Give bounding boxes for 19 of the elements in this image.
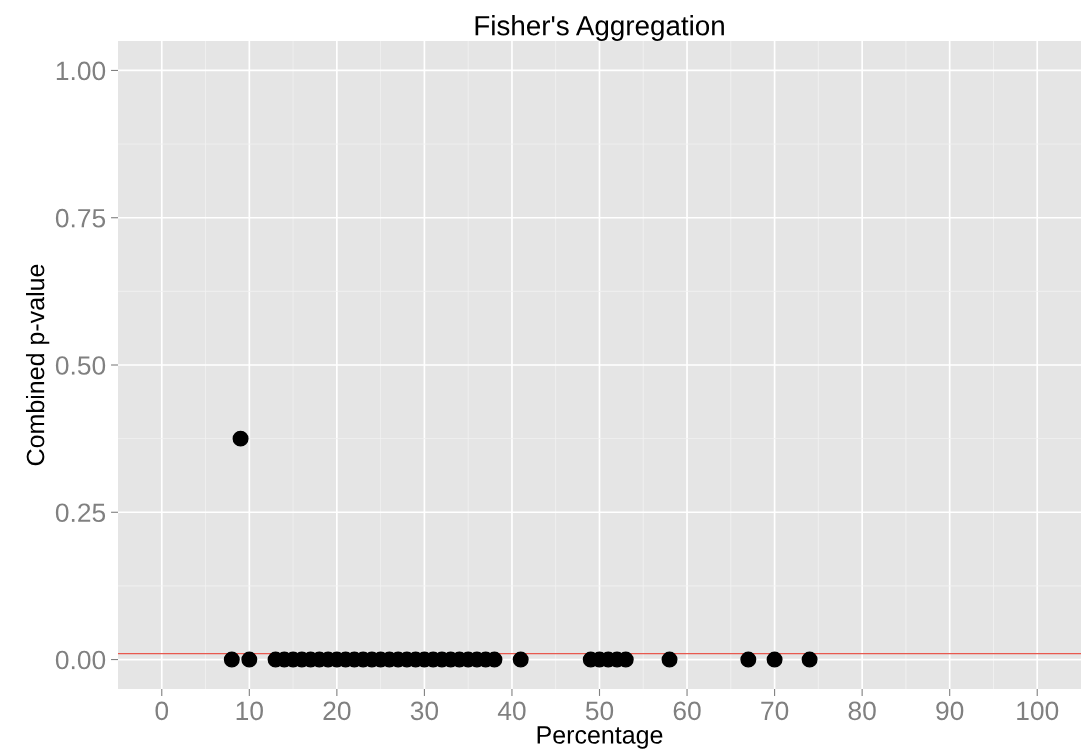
x-tick-label: 50 xyxy=(585,701,614,721)
x-tick-label: 100 xyxy=(1017,701,1059,721)
x-tick-label: 60 xyxy=(673,701,701,721)
x-tick-label: 10 xyxy=(236,701,263,721)
y-tick-label: 1.00 xyxy=(56,61,106,81)
x-tick-label: 40 xyxy=(497,701,526,721)
y-tick-label: 0.50 xyxy=(55,356,106,375)
x-tick-label: 90 xyxy=(936,701,964,721)
y-tick-label: 0.00 xyxy=(55,650,106,670)
x-axis-title: Percentage xyxy=(537,726,663,749)
chart-title: Fisher's Aggregation xyxy=(475,15,724,41)
x-tick-label: 80 xyxy=(848,701,876,721)
x-tick-label: 0 xyxy=(155,701,169,721)
x-tick-label: 20 xyxy=(323,701,351,721)
x-tick-label: 30 xyxy=(410,701,439,721)
y-axis-title: Combined p-value xyxy=(25,264,50,466)
y-tick-label: 0.75 xyxy=(55,208,106,228)
x-tick-label: 70 xyxy=(761,701,789,721)
y-tick-label: 0.25 xyxy=(55,503,106,523)
